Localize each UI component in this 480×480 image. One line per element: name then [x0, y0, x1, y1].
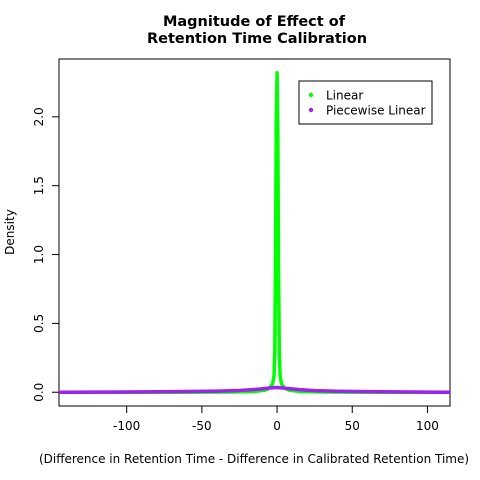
legend-label-piecewise-linear: Piecewise Linear	[326, 104, 426, 118]
legend-marker-linear	[308, 92, 314, 98]
plot-area	[58, 58, 451, 407]
x-tick-label: 100	[416, 419, 439, 433]
chart-title-line-1: Magnitude of Effect of	[163, 14, 346, 30]
legend-marker-piecewise-linear	[308, 107, 314, 113]
y-axis-label: Density	[3, 209, 17, 255]
x-tick-label: -50	[192, 419, 212, 433]
x-tick-label: 50	[345, 419, 360, 433]
x-axis: -100 -50 0 50 100	[113, 406, 439, 433]
x-tick-label: 0	[273, 419, 281, 433]
y-tick-label: 1.0	[32, 245, 46, 264]
legend: Linear Piecewise Linear	[298, 80, 433, 125]
x-tick-label: -100	[113, 419, 140, 433]
chart-title-line-2: Retention Time Calibration	[147, 31, 367, 47]
series-line-piecewise-linear	[59, 385, 450, 394]
y-tick-label: 1.5	[32, 176, 46, 195]
y-tick-label: 0.5	[32, 314, 46, 333]
y-tick-label: 2.0	[32, 107, 46, 126]
x-axis-label: (Difference in Retention Time - Differen…	[39, 452, 469, 466]
plot-frame	[58, 58, 451, 407]
y-tick-label: 0.0	[32, 383, 46, 402]
y-axis: 0.0 0.5 1.0 1.5 2.0	[32, 107, 59, 402]
legend-label-linear: Linear	[326, 89, 363, 103]
legend-box	[298, 80, 433, 125]
series-layer	[59, 71, 450, 394]
